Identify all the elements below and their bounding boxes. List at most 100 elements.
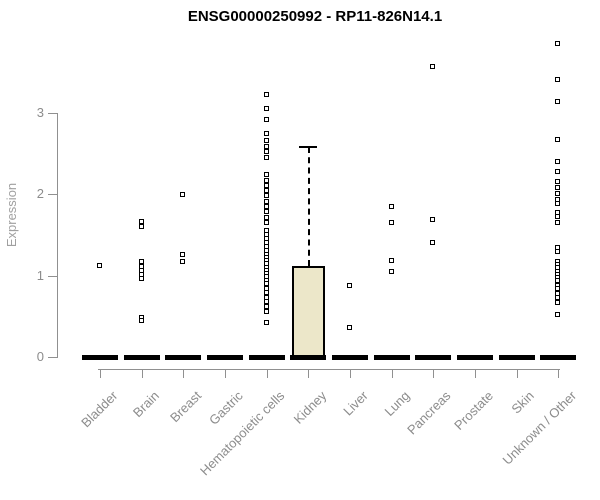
x-axis-line bbox=[98, 369, 560, 370]
data-point bbox=[263, 144, 269, 150]
data-point bbox=[555, 158, 561, 164]
x-tick-label: Lung bbox=[381, 388, 413, 420]
data-point bbox=[555, 40, 561, 46]
x-tick-label: Kidney bbox=[290, 388, 329, 427]
data-point bbox=[555, 191, 561, 197]
median-bar bbox=[373, 355, 410, 360]
data-point bbox=[430, 240, 436, 246]
x-tick bbox=[183, 369, 185, 378]
data-point bbox=[138, 275, 144, 281]
data-point bbox=[263, 154, 269, 160]
data-point bbox=[263, 209, 269, 215]
data-point bbox=[388, 258, 394, 264]
data-point bbox=[430, 63, 436, 69]
data-point bbox=[263, 304, 269, 310]
y-tick-label: 0 bbox=[36, 349, 44, 364]
data-point bbox=[263, 280, 269, 286]
data-point bbox=[263, 131, 269, 137]
median-bar bbox=[456, 355, 493, 360]
data-point bbox=[263, 289, 269, 295]
data-point bbox=[263, 149, 269, 155]
data-point bbox=[263, 105, 269, 111]
data-point bbox=[555, 98, 561, 104]
x-tick bbox=[308, 369, 310, 378]
median-bar bbox=[206, 355, 243, 360]
median-bar bbox=[82, 355, 118, 360]
data-point bbox=[555, 249, 561, 255]
chart-title: ENSG00000250992 - RP11-826N14.1 bbox=[187, 8, 443, 25]
median-bar bbox=[123, 355, 160, 360]
y-axis-label: Expression bbox=[4, 182, 19, 248]
x-tick-label: Brain bbox=[130, 388, 163, 421]
median-bar bbox=[331, 355, 368, 360]
data-point bbox=[263, 319, 269, 325]
x-tick bbox=[100, 369, 101, 378]
data-point bbox=[555, 286, 561, 292]
data-point bbox=[263, 298, 269, 304]
data-point bbox=[430, 216, 436, 222]
data-point bbox=[555, 201, 561, 207]
median-bar bbox=[248, 355, 285, 360]
data-point bbox=[555, 168, 561, 174]
data-point bbox=[263, 309, 269, 315]
box-kidney bbox=[292, 265, 326, 358]
data-point bbox=[555, 179, 561, 185]
data-point bbox=[263, 183, 269, 189]
data-point bbox=[180, 258, 186, 264]
data-point bbox=[180, 252, 186, 258]
x-tick-label: Liver bbox=[340, 388, 371, 419]
x-tick bbox=[474, 369, 476, 378]
whisker-cap bbox=[299, 146, 318, 149]
x-tick bbox=[349, 369, 351, 378]
data-point bbox=[388, 269, 394, 275]
data-point bbox=[555, 219, 561, 225]
x-tick-label: Breast bbox=[166, 388, 204, 426]
x-tick bbox=[141, 369, 143, 378]
y-tick-label: 2 bbox=[36, 186, 44, 202]
data-point bbox=[263, 204, 269, 210]
data-point bbox=[346, 324, 352, 330]
x-tick bbox=[433, 369, 435, 378]
y-tick bbox=[48, 275, 57, 277]
x-tick bbox=[391, 369, 393, 378]
median-bar bbox=[290, 355, 327, 360]
data-point bbox=[388, 203, 394, 209]
y-tick bbox=[48, 194, 57, 196]
data-point bbox=[263, 171, 269, 177]
data-point bbox=[263, 92, 269, 98]
y-tick-label: 3 bbox=[36, 105, 44, 120]
data-point bbox=[555, 295, 561, 301]
data-point bbox=[138, 258, 144, 264]
data-point bbox=[388, 219, 394, 225]
y-tick bbox=[48, 113, 57, 114]
y-tick-label: 1 bbox=[36, 267, 44, 283]
data-point bbox=[138, 223, 144, 229]
data-point bbox=[555, 214, 561, 220]
data-point bbox=[555, 184, 561, 190]
data-point bbox=[138, 218, 144, 224]
y-axis-line bbox=[57, 113, 58, 358]
x-tick-label: Bladder bbox=[78, 388, 121, 431]
data-point bbox=[138, 318, 144, 324]
x-tick-label: Gastric bbox=[205, 388, 246, 428]
x-tick-label: Pancreas bbox=[404, 388, 454, 438]
data-point bbox=[555, 300, 561, 306]
data-point bbox=[263, 219, 269, 225]
whisker bbox=[308, 147, 311, 266]
data-point bbox=[263, 192, 269, 198]
median-bar bbox=[540, 355, 577, 360]
x-tick bbox=[224, 369, 226, 378]
x-tick bbox=[266, 369, 268, 378]
x-tick bbox=[558, 369, 560, 378]
data-point bbox=[180, 192, 186, 198]
data-point bbox=[555, 136, 561, 142]
data-point bbox=[263, 138, 269, 144]
data-point bbox=[555, 278, 561, 284]
data-point bbox=[555, 311, 561, 317]
median-bar bbox=[498, 355, 535, 360]
median-bar bbox=[415, 355, 452, 360]
median-bar bbox=[165, 355, 202, 360]
x-tick-label: Skin bbox=[508, 388, 538, 417]
x-tick-label: Prostate bbox=[450, 388, 496, 433]
